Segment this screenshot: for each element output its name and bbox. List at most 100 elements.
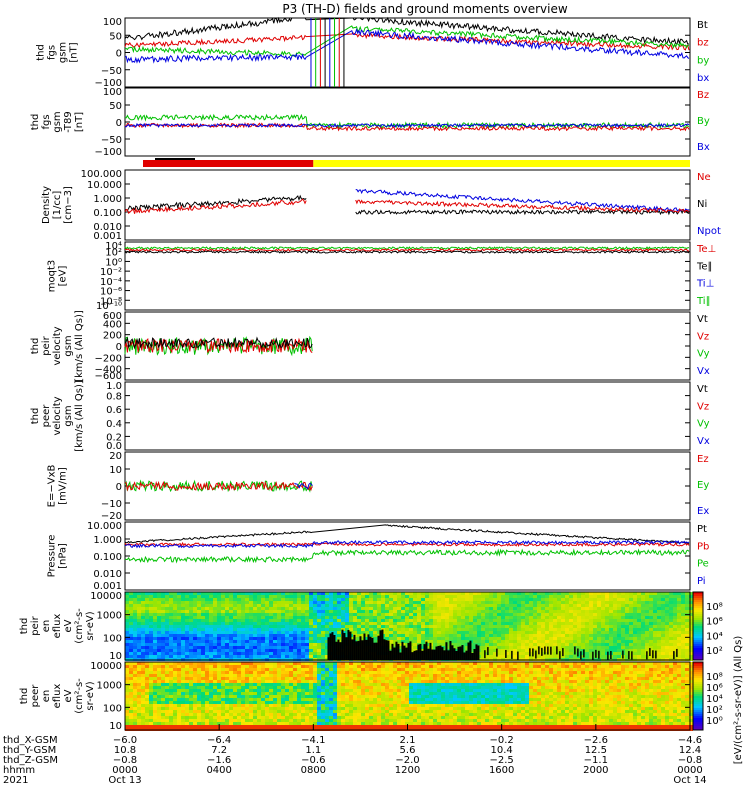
spec-cell	[157, 631, 161, 634]
spec-cell	[193, 619, 197, 622]
spec-cell	[365, 637, 369, 640]
spec-cell	[245, 716, 249, 719]
spec-cell	[225, 662, 229, 665]
spec-cell	[189, 637, 193, 640]
spec-cell	[285, 625, 289, 628]
spec-cell	[293, 652, 297, 655]
spec-cell	[641, 649, 645, 652]
spec-cell	[209, 674, 213, 677]
spec-cell	[245, 628, 249, 631]
spec-cell	[625, 619, 629, 622]
spec-cell	[561, 640, 565, 643]
spec-cell	[433, 601, 437, 604]
spec-cell	[125, 616, 129, 619]
spec-cell	[589, 610, 593, 613]
spec-cell	[213, 595, 217, 598]
spec-cell	[293, 625, 297, 628]
spec-cell	[305, 613, 309, 616]
spec-cell	[149, 601, 153, 604]
spec-cell	[589, 592, 593, 595]
spec-cell	[177, 662, 181, 665]
spec-cell	[561, 595, 565, 598]
spec-cell	[401, 622, 405, 625]
spec-cell	[309, 619, 313, 622]
spec-cell	[229, 637, 233, 640]
spec-cell	[353, 707, 357, 710]
spec-cell	[129, 649, 133, 652]
spec-cell	[633, 604, 637, 607]
spec-cell	[125, 604, 129, 607]
spec-cell	[461, 637, 465, 640]
spec-cell	[489, 649, 493, 652]
spec-cell	[233, 680, 237, 683]
spec-cell	[209, 725, 213, 728]
spec-cell	[233, 707, 237, 710]
spec-cell	[301, 601, 305, 604]
spec-cell	[169, 637, 173, 640]
spec-cell	[353, 668, 357, 671]
spec-cell	[245, 640, 249, 643]
spec-cell	[665, 628, 669, 631]
spec-cell	[417, 622, 421, 625]
spec-cell	[249, 713, 253, 716]
spec-black	[433, 649, 436, 660]
spec-cell	[217, 662, 221, 665]
spec-cell	[245, 710, 249, 713]
spec-cell	[213, 652, 217, 655]
spec-cell	[261, 677, 265, 680]
spec-cell	[141, 640, 145, 643]
spec-cell	[657, 631, 661, 634]
spec-cell	[137, 692, 141, 695]
spec-cell	[153, 613, 157, 616]
spec-cell	[209, 631, 213, 634]
spec-cell	[521, 592, 525, 595]
spec-cell	[149, 662, 153, 665]
spec-cell	[153, 640, 157, 643]
spec-cell	[129, 592, 133, 595]
spec-cell	[281, 671, 285, 674]
spec-cell	[385, 598, 389, 601]
spec-cell	[281, 652, 285, 655]
spec-cell	[513, 640, 517, 643]
spec-cell	[177, 625, 181, 628]
spec-cell	[165, 695, 169, 698]
spec-cell	[345, 722, 349, 725]
spec-cell	[321, 628, 325, 631]
spec-cell	[685, 652, 689, 655]
spec-cell	[533, 646, 537, 649]
spec-cell	[669, 649, 673, 652]
spec-cell	[657, 604, 661, 607]
spec-cell	[573, 610, 577, 613]
spec-cell	[673, 592, 677, 595]
y-tick-label: 0.001	[93, 581, 122, 592]
spec-cell	[437, 628, 441, 631]
spec-cell	[473, 631, 477, 634]
spec-cell	[349, 622, 353, 625]
spec-cell	[373, 616, 377, 619]
spec-cell	[589, 619, 593, 622]
spec-cell	[313, 613, 317, 616]
spec-cell	[209, 652, 213, 655]
spec-cell	[193, 671, 197, 674]
panel-6: 1.00.80.60.40.20.0thdpeervelocitygsm[km/…	[30, 380, 710, 452]
spec-cell	[577, 601, 581, 604]
spec-cell	[505, 601, 509, 604]
spec-cell	[497, 595, 501, 598]
spec-cell	[689, 637, 693, 640]
spec-cell	[509, 622, 513, 625]
spec-cell	[329, 707, 333, 710]
spec-cell	[173, 634, 177, 637]
spec-cell	[537, 595, 541, 598]
spec-cell	[205, 595, 209, 598]
spec-cell	[673, 637, 677, 640]
spec-cell	[645, 619, 649, 622]
spec-cell	[621, 619, 625, 622]
spec-cell	[149, 640, 153, 643]
spec-cell	[653, 592, 657, 595]
spec-cell	[497, 598, 501, 601]
spec-cell	[233, 704, 237, 707]
spec-cell	[217, 719, 221, 722]
spec-cell	[145, 655, 149, 658]
spec-cell	[205, 674, 209, 677]
spec-cell	[229, 662, 233, 665]
